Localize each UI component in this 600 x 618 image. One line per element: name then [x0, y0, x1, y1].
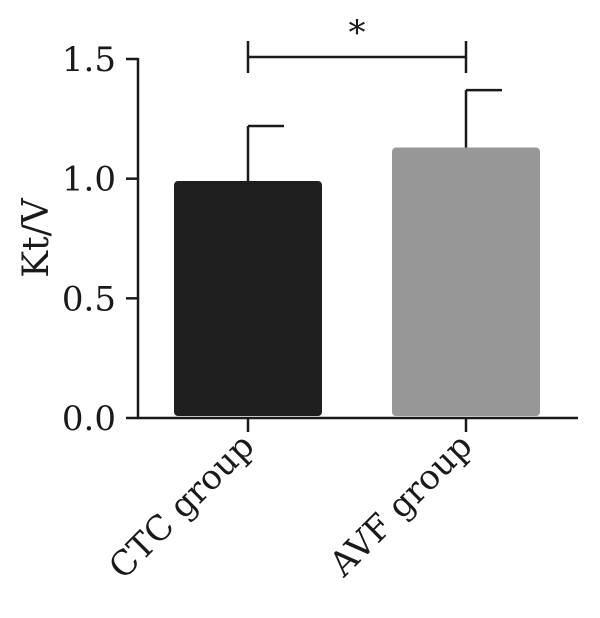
bar-avf-group — [392, 147, 540, 416]
significance-bracket: * — [246, 13, 468, 73]
y-tick-label: 1.0 — [62, 160, 116, 200]
y-tick-label: 0.0 — [62, 399, 116, 439]
x-axis-ticks — [246, 418, 468, 432]
error-bar — [464, 88, 502, 148]
significance-bracket-line — [246, 41, 468, 73]
significance-star: * — [349, 13, 366, 53]
category-labels: CTC group AVF group — [101, 426, 480, 587]
x-category-label: CTC group — [101, 426, 262, 587]
error-bar — [246, 124, 284, 182]
error-bars — [246, 88, 502, 182]
bar-ctc-group — [174, 181, 322, 416]
y-tick-label: 1.5 — [62, 40, 116, 80]
y-axis-ticks: 0.0 0.5 1.0 1.5 — [62, 40, 138, 439]
x-category-label: AVF group — [321, 426, 480, 585]
y-tick-label: 0.5 — [62, 279, 116, 319]
bars — [174, 147, 540, 416]
y-axis-label: Kt/V — [16, 197, 57, 277]
